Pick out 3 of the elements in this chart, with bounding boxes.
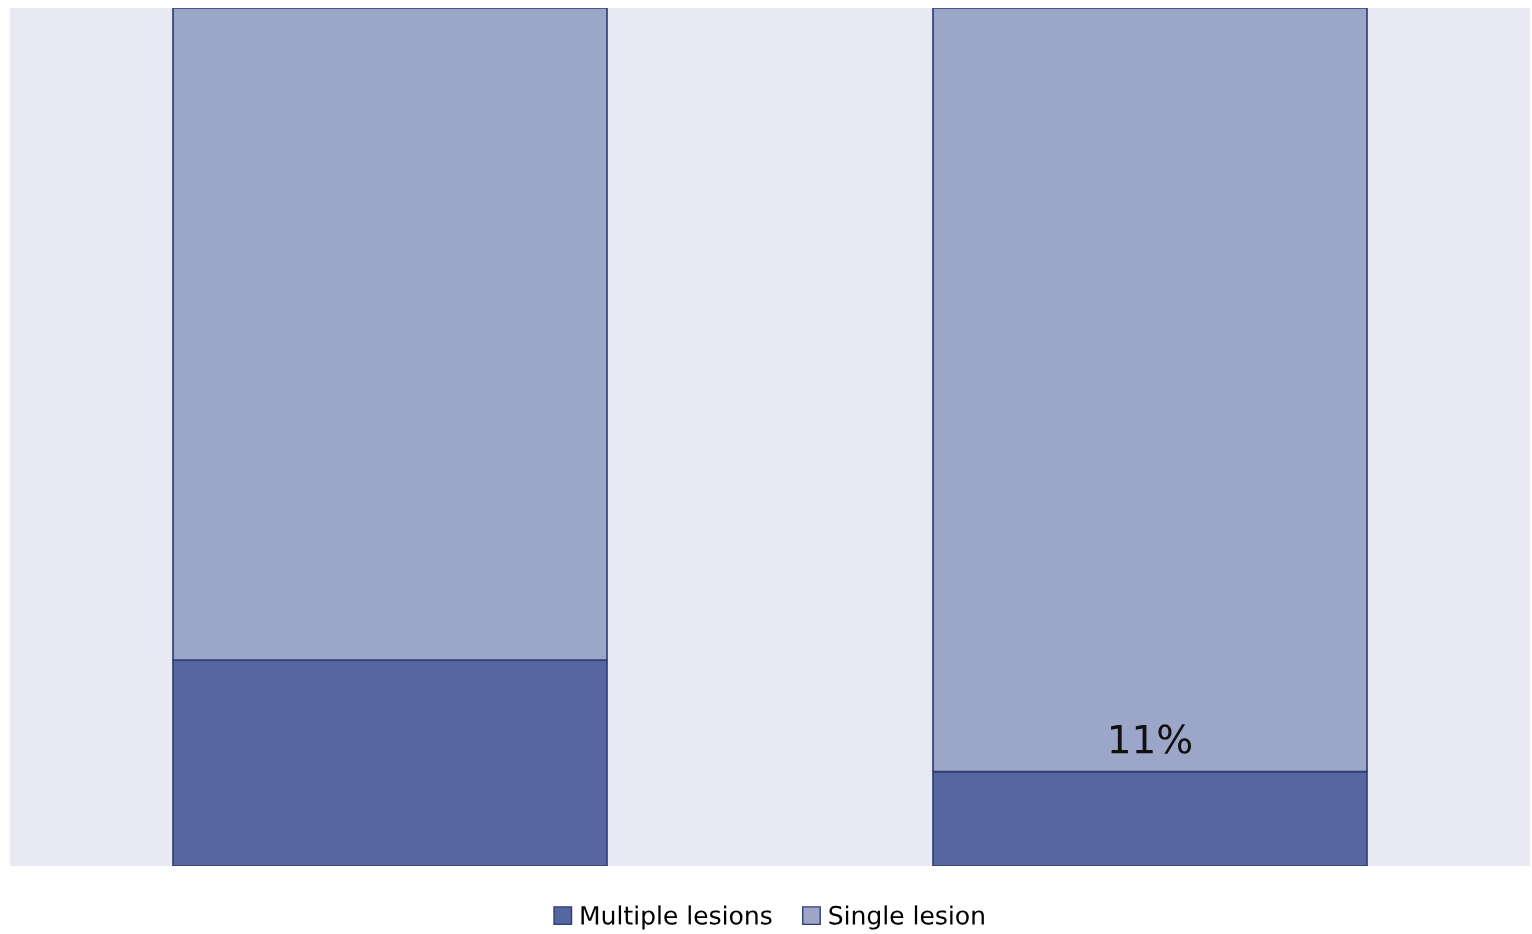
- legend-label: Single lesion: [829, 905, 984, 930]
- legend-label: Multiple lesions: [581, 905, 772, 930]
- data-label: 11%: [1111, 724, 1192, 754]
